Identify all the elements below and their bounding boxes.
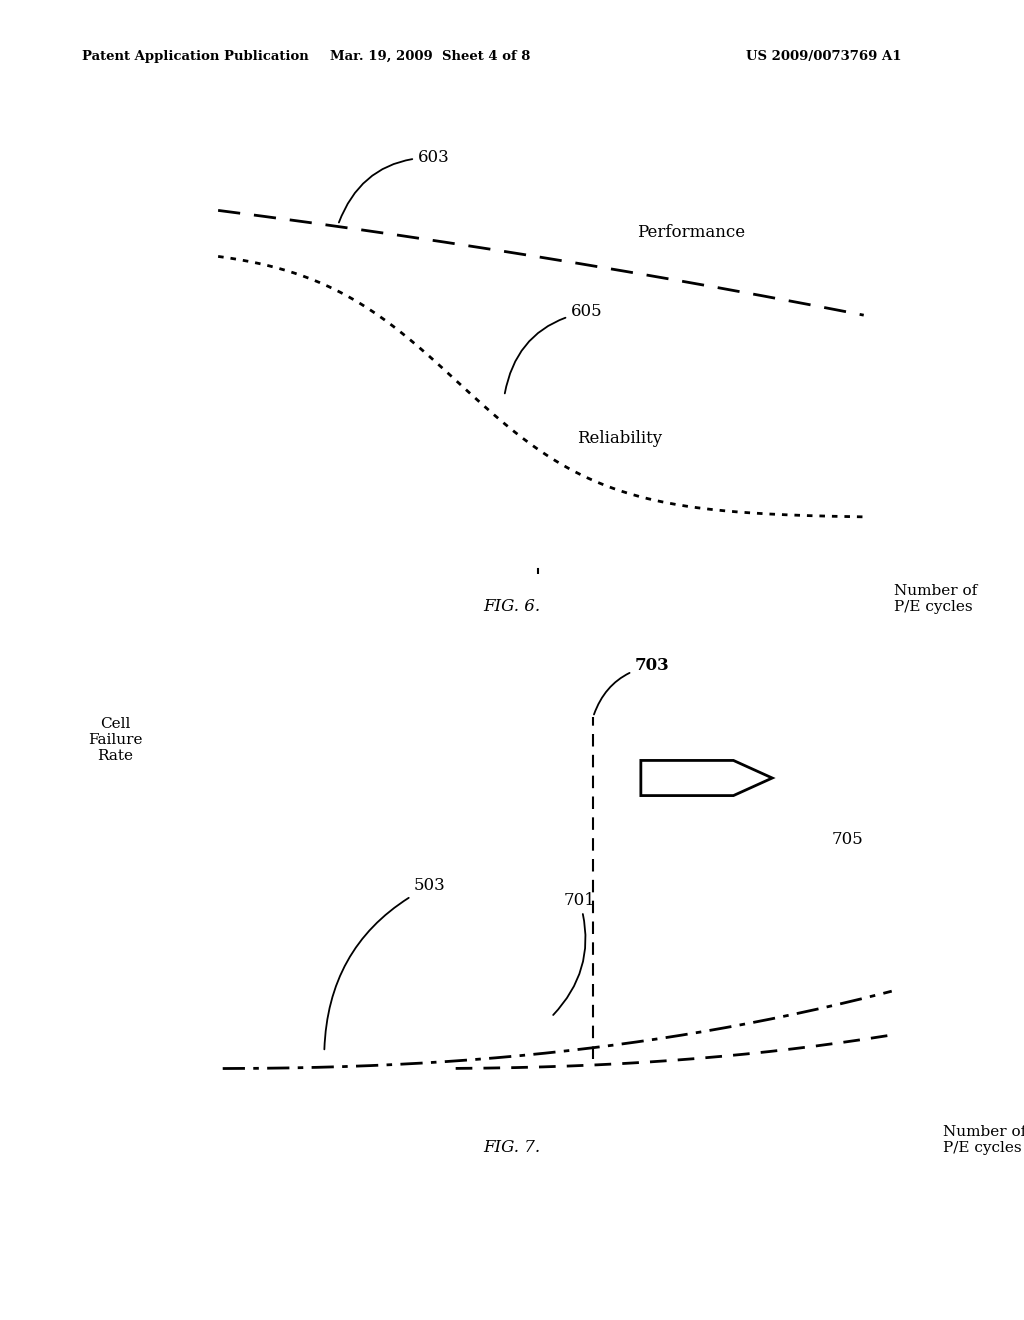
Text: US 2009/0073769 A1: US 2009/0073769 A1 bbox=[745, 50, 901, 63]
Text: 503: 503 bbox=[325, 878, 445, 1049]
Text: Number of
P/E cycles: Number of P/E cycles bbox=[942, 1125, 1024, 1155]
Text: Mar. 19, 2009  Sheet 4 of 8: Mar. 19, 2009 Sheet 4 of 8 bbox=[330, 50, 530, 63]
Text: 605: 605 bbox=[505, 304, 602, 393]
Text: 701: 701 bbox=[553, 891, 595, 1015]
Text: 703: 703 bbox=[594, 657, 670, 714]
Text: Patent Application Publication: Patent Application Publication bbox=[82, 50, 308, 63]
Text: FIG. 6.: FIG. 6. bbox=[483, 598, 541, 615]
Text: Performance: Performance bbox=[637, 224, 745, 240]
Text: FIG. 7.: FIG. 7. bbox=[483, 1139, 541, 1156]
Text: Reliability: Reliability bbox=[578, 430, 663, 447]
Text: 603: 603 bbox=[339, 149, 450, 223]
Text: Number of
P/E cycles: Number of P/E cycles bbox=[894, 583, 977, 614]
Text: 705: 705 bbox=[831, 830, 864, 847]
Text: Cell
Failure
Rate: Cell Failure Rate bbox=[88, 717, 142, 763]
FancyArrow shape bbox=[641, 760, 772, 796]
